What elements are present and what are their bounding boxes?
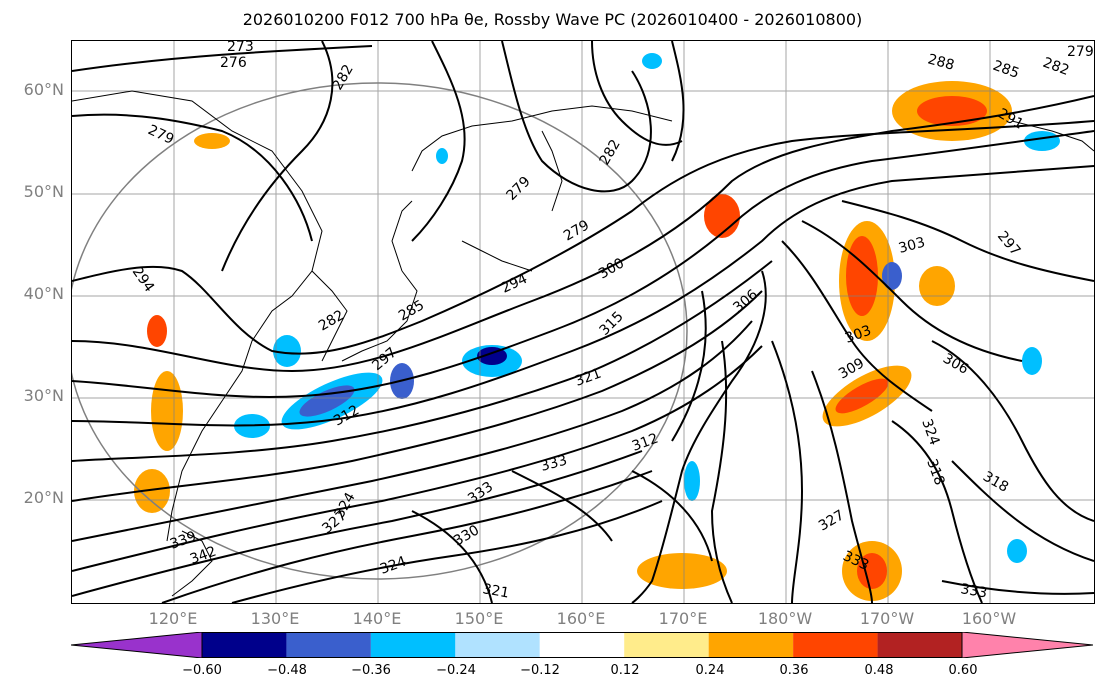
contour-label: 285 <box>991 58 1022 82</box>
map-panel: 273 276 282 279 288 285 282 279 291 279 … <box>71 40 1095 604</box>
lon-label: 120°E <box>148 609 198 628</box>
colorbar-tick-label: 0.36 <box>779 663 809 678</box>
contour-label: 324 <box>918 417 942 448</box>
colorbar <box>71 632 1093 658</box>
colorbar-segment <box>793 632 878 658</box>
contour-label: 279 <box>145 122 176 148</box>
contour-label: 333 <box>539 452 569 474</box>
colorbar-segment <box>370 632 456 658</box>
contour-label: 315 <box>597 309 627 339</box>
contour-label: 282 <box>330 62 357 93</box>
negative-anomaly-blob <box>273 335 301 367</box>
colorbar-tick-label: −0.48 <box>267 663 307 678</box>
contour-label: 339 <box>168 529 199 553</box>
lon-label: 170°W <box>859 609 915 628</box>
contour-label: 294 <box>499 271 530 297</box>
positive-anomaly-blob <box>704 194 740 238</box>
lon-label: 160°E <box>556 609 606 628</box>
lon-label: 130°E <box>250 609 300 628</box>
region-circle <box>72 82 688 580</box>
colorbar-segment <box>202 632 287 658</box>
colorbar-segment <box>455 632 540 658</box>
positive-anomaly-blob <box>857 553 887 589</box>
negative-anomaly-blob <box>882 262 902 290</box>
map-canvas: 273 276 282 279 288 285 282 279 291 279 … <box>72 41 1094 603</box>
positive-anomaly-blob <box>134 469 170 513</box>
positive-anomaly-blob <box>846 236 878 316</box>
contour-label: 279 <box>1067 44 1094 60</box>
lon-label: 150°E <box>454 609 504 628</box>
chart-title: 2026010200 F012 700 hPa θe, Rossby Wave … <box>242 10 863 29</box>
lat-label: 20°N <box>23 488 64 507</box>
contour-label: 279 <box>504 174 534 204</box>
positive-anomaly-blob <box>147 315 167 347</box>
contour-label: 288 <box>926 51 956 73</box>
colorbar-tick-label: 0.60 <box>948 663 978 678</box>
contour-label: 321 <box>573 366 604 390</box>
colorbar-extend-low <box>71 632 203 658</box>
shading-layer <box>134 53 1060 601</box>
contour-label: 324 <box>378 554 409 578</box>
contour-label: 279 <box>561 217 592 244</box>
colorbar-tick-label: −0.60 <box>182 663 222 678</box>
lon-label: 140°E <box>352 609 402 628</box>
lat-label: 40°N <box>23 284 64 303</box>
colorbar-border <box>201 632 963 658</box>
colorbar-tick-label: −0.24 <box>436 663 476 678</box>
lat-label: 50°N <box>23 182 64 201</box>
colorbar-tick-label: 0.24 <box>695 663 725 678</box>
colorbar-segment <box>539 632 625 658</box>
colorbar-extend-high <box>961 632 1093 658</box>
contour-label: 303 <box>843 323 874 347</box>
lon-label: 180°W <box>757 609 813 628</box>
positive-anomaly-blob <box>919 266 955 306</box>
positive-anomaly-blob <box>151 371 183 451</box>
positive-anomaly-blob <box>917 96 987 126</box>
colorbar-tick-label: 0.12 <box>610 663 640 678</box>
lat-label: 30°N <box>23 386 64 405</box>
positive-anomaly-blob <box>194 133 230 149</box>
contour-label: 297 <box>994 228 1023 259</box>
colorbar-segment <box>708 632 794 658</box>
colorbar-segment <box>877 632 962 658</box>
lat-label: 60°N <box>23 80 64 99</box>
negative-anomaly-blob <box>436 148 448 164</box>
contour-label: 306 <box>940 351 971 378</box>
contour-label: 327 <box>816 507 847 534</box>
contour-label: 312 <box>630 431 661 455</box>
contour-label: 276 <box>220 55 247 71</box>
contour-label: 303 <box>897 234 927 256</box>
contour-label: 321 <box>481 581 510 601</box>
contour-label: 306 <box>730 287 761 316</box>
lon-label: 170°E <box>658 609 708 628</box>
positive-anomaly-blob <box>637 553 727 589</box>
negative-anomaly-blob <box>642 53 662 69</box>
contour-label: 273 <box>227 41 254 55</box>
contour-lines <box>72 41 1094 603</box>
contour-label: 318 <box>923 457 947 488</box>
colorbar-segment <box>624 632 709 658</box>
contour-label: 282 <box>316 307 347 334</box>
lon-label: 160°W <box>961 609 1017 628</box>
contour-label: 333 <box>959 581 988 601</box>
negative-anomaly-blob <box>684 461 700 501</box>
colorbar-tick-label: −0.12 <box>520 663 560 678</box>
colorbar-tick-label: −0.36 <box>351 663 391 678</box>
positive-anomaly-blob <box>835 378 889 414</box>
negative-anomaly-blob <box>1022 347 1042 375</box>
colorbar-tick-label: 0.48 <box>864 663 894 678</box>
negative-anomaly-blob <box>477 347 507 365</box>
contour-label: 342 <box>188 544 219 568</box>
negative-anomaly-blob <box>1007 539 1027 563</box>
contour-label: 282 <box>597 137 624 168</box>
colorbar-segment <box>286 632 371 658</box>
coastlines <box>72 90 1094 597</box>
